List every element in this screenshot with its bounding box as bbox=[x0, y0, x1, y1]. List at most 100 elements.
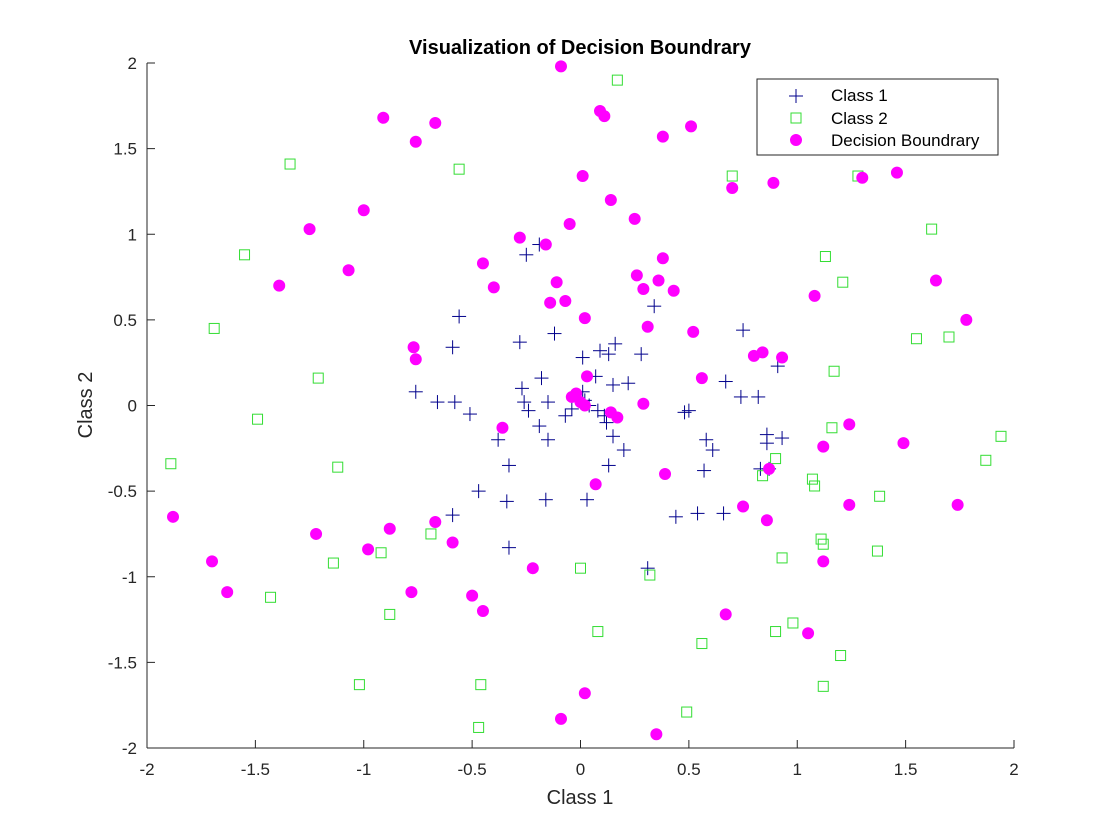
decision-boundrary-point bbox=[656, 130, 669, 143]
class-1-point bbox=[521, 403, 536, 418]
class-2-point bbox=[473, 721, 485, 733]
decision-boundrary-point bbox=[576, 170, 589, 183]
decision-boundrary-point bbox=[763, 462, 776, 475]
legend: Class 1 Class 2 Decision Boundrary bbox=[756, 78, 999, 156]
class-2-point bbox=[575, 562, 586, 574]
class-2-point bbox=[874, 490, 886, 502]
legend-entry-class-2: Class 2 bbox=[831, 109, 888, 128]
x-tick-label: -1.5 bbox=[241, 760, 270, 779]
class-1-point bbox=[640, 561, 655, 576]
class-2-point bbox=[910, 333, 922, 345]
decision-boundrary-point bbox=[843, 498, 856, 511]
class-1-point bbox=[699, 432, 714, 447]
class-1-point bbox=[690, 506, 705, 521]
class-2-point bbox=[312, 372, 324, 384]
decision-boundrary-point bbox=[446, 536, 459, 549]
decision-boundrary-point bbox=[802, 627, 815, 640]
class-1-point bbox=[634, 347, 649, 362]
class-1-point bbox=[601, 458, 616, 473]
decision-boundrary-point bbox=[409, 135, 422, 148]
class-2-point bbox=[926, 223, 938, 235]
decision-boundrary-point bbox=[578, 687, 591, 700]
decision-boundrary-point bbox=[578, 312, 591, 325]
class-1-point bbox=[736, 323, 751, 338]
class-2-point bbox=[165, 458, 177, 470]
decision-boundrary-point bbox=[496, 421, 509, 434]
decision-boundrary-point bbox=[409, 353, 422, 366]
chart-title: Visualization of Decision Boundrary bbox=[409, 37, 752, 59]
decision-boundrary-point bbox=[581, 370, 594, 383]
x-tick-label: 0 bbox=[576, 760, 585, 779]
class-1-point bbox=[751, 389, 766, 404]
class-1-point bbox=[718, 374, 733, 389]
class-1-point bbox=[616, 443, 631, 458]
class-1-point bbox=[499, 494, 514, 509]
decision-boundrary-point bbox=[357, 204, 370, 217]
y-tick-label: 0.5 bbox=[113, 311, 137, 330]
class-1-point bbox=[606, 377, 621, 392]
decision-boundrary-point bbox=[539, 238, 552, 251]
decision-boundrary-point bbox=[487, 281, 500, 294]
decision-boundrary-point bbox=[897, 437, 910, 450]
decision-boundrary-point bbox=[578, 399, 591, 412]
class-1-point bbox=[512, 335, 527, 350]
class-2-point bbox=[806, 473, 818, 485]
class-1-point bbox=[534, 371, 549, 386]
class-1-point bbox=[501, 458, 516, 473]
y-tick-label: -0.5 bbox=[108, 482, 137, 501]
class-1-point bbox=[547, 326, 562, 341]
decision-boundrary-point bbox=[685, 120, 698, 133]
class-1-point bbox=[447, 395, 462, 410]
y-tick-label: 2 bbox=[128, 54, 137, 73]
decision-boundrary-point bbox=[476, 605, 489, 617]
class-1-point bbox=[759, 436, 774, 451]
class-2-point bbox=[327, 557, 339, 569]
class-2-point bbox=[809, 480, 821, 492]
decision-boundrary-point bbox=[776, 351, 789, 364]
y-tick-label: 1.5 bbox=[113, 140, 137, 159]
decision-boundrary-point bbox=[273, 279, 286, 292]
class-2-point bbox=[835, 650, 847, 662]
class-1-point bbox=[501, 540, 516, 555]
class-2-point bbox=[353, 679, 365, 691]
class-1-point bbox=[601, 347, 616, 362]
legend-entry-decision-boundary: Decision Boundrary bbox=[831, 131, 980, 150]
decision-boundrary-point bbox=[767, 176, 780, 189]
class-1-point bbox=[733, 389, 748, 404]
class-2-point bbox=[995, 430, 1007, 442]
class-2-point bbox=[284, 158, 296, 170]
class-1-point bbox=[575, 350, 590, 365]
decision-boundrary-point bbox=[310, 527, 323, 540]
class-1-point bbox=[532, 419, 547, 434]
class-1-point bbox=[517, 395, 532, 410]
y-tick-label: -1 bbox=[122, 568, 137, 587]
class-1-point bbox=[445, 340, 460, 355]
decision-boundrary-point bbox=[362, 543, 375, 556]
class-2-point bbox=[943, 331, 955, 343]
decision-boundrary-point bbox=[554, 60, 567, 73]
decision-boundrary-point bbox=[652, 274, 665, 287]
class-1-point bbox=[593, 343, 608, 358]
decision-boundrary-point bbox=[559, 295, 572, 308]
class-1-point bbox=[558, 408, 573, 423]
x-tick-label: -2 bbox=[139, 760, 154, 779]
class-2-point bbox=[828, 365, 840, 377]
y-tick-label: -2 bbox=[122, 739, 137, 758]
decision-boundrary-point bbox=[656, 252, 669, 265]
class-2-point bbox=[252, 413, 264, 425]
class-1-point bbox=[716, 506, 731, 521]
decision-boundrary-point bbox=[466, 589, 479, 602]
class-2-point bbox=[819, 251, 831, 263]
class-1-point bbox=[540, 432, 555, 447]
class-1-point bbox=[705, 443, 720, 458]
decision-boundrary-point bbox=[726, 182, 739, 195]
decision-boundrary-point bbox=[808, 289, 821, 302]
class-2-point bbox=[644, 569, 656, 581]
decision-boundrary-point bbox=[429, 515, 442, 528]
class-1-point bbox=[647, 299, 662, 314]
class-1-point bbox=[677, 405, 692, 420]
class-2-point bbox=[265, 591, 277, 603]
decision-boundrary-point bbox=[476, 257, 489, 270]
decision-boundrary-point bbox=[856, 171, 869, 184]
